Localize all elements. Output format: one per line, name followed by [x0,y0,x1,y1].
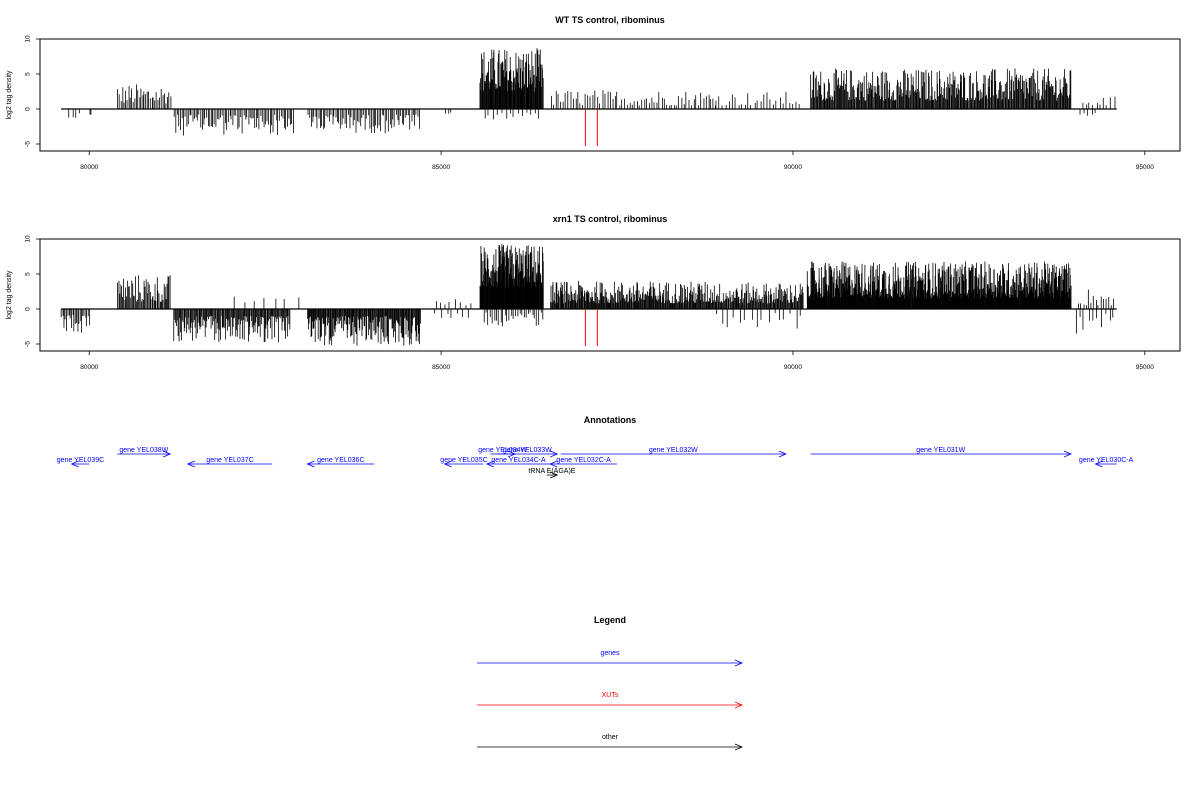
gene-feature: gene YEL030C-A [1079,457,1134,468]
gene-label: gene YEL032C-A [556,457,611,464]
xrn1-y-tick-label: -5 [25,341,32,347]
wt-x-axis: 80000 85000 90000 95000 [80,151,1154,171]
gene-feature: gene YEL036C [306,457,375,468]
legend-item-label: XUTs [602,692,619,699]
gene-arrowhead [443,460,452,468]
wt-x-tick-label: 90000 [784,164,802,171]
gene-label: gene YEL034C-A [491,457,546,464]
wt-x-tick-label: 95000 [1136,164,1154,171]
annotation-features: gene YEL039C gene YEL038W gene YEL037C gene… [57,447,1134,479]
wt-plot-frame [39,38,1181,152]
gene-arrowhead [70,460,79,468]
xrn1-signal-bars [60,244,1117,347]
gene-arrowhead [550,450,559,458]
gene-feature: gene YEL032W [560,447,787,458]
gene-feature: gene YEL038W [117,447,172,458]
gene-arrowhead [306,460,315,468]
gene-feature: gene YEL037C [186,457,273,468]
wt-y-axis-label: log2 tag density [6,70,13,120]
xrn1-y-tick-label: 10 [25,235,32,243]
gene-feature: gene YEL032C-A [549,457,618,468]
xrn1-y-axis: -5 0 5 10 [25,235,40,347]
gene-arrowhead [1094,460,1103,468]
legend-item: genes [477,650,744,667]
legend-item-label: other [602,734,619,741]
gene-label: gene YEL037C [206,457,253,464]
xrn1-y-tick-label: 5 [25,272,32,276]
other-arrowhead [550,471,559,479]
wt-panel-title: WT TS control, ribominus [555,15,665,25]
gene-feature: gene YEL035C [440,457,488,468]
wt-y-tick-label: -5 [25,141,32,147]
xrn1-x-tick-label: 95000 [1136,364,1154,371]
legend-item-label: genes [600,650,620,657]
gene-label: gene YEL036C [317,457,364,464]
xrn1-x-tick-label: 90000 [784,364,802,371]
xrn1-y-tick-label: 0 [25,307,32,311]
other-label: tRNA E(AGA)E [528,468,575,475]
gene-arrowhead [163,450,172,458]
gene-label: gene YEL032W [649,447,698,454]
xrn1-y-axis-label: log2 tag density [6,270,13,320]
legend: Legend genes XUTs other [477,615,744,751]
wt-y-tick-label: 5 [25,72,32,76]
wt-signal-bars [61,48,1117,147]
wt-y-tick-label: 0 [25,107,32,111]
wt-x-tick-label: 85000 [432,164,450,171]
wt-y-axis: -5 0 5 10 [25,35,40,147]
gene-label: gene YEL034W [478,447,527,454]
wt-x-tick-label: 80000 [80,164,98,171]
gene-label: gene YEL035C [440,457,487,464]
gene-feature: gene YEL034C-A [485,457,551,468]
legend-item-arrowhead [734,659,744,667]
gene-arrowhead [485,460,495,468]
other-feature: tRNA E(AGA)E [528,468,576,479]
gene-label: gene YEL039C [57,457,104,464]
xrn1-x-tick-label: 80000 [80,364,98,371]
wt-y-tick-label: 10 [25,35,32,43]
gene-arrowhead [186,460,195,468]
wt-panel: WT TS control, ribominus log2 tag densit… [6,15,1181,171]
legend-item-arrowhead [734,701,744,709]
xrn1-x-axis: 80000 85000 90000 95000 [80,351,1154,371]
gene-feature: gene YEL039C [57,457,104,468]
annotations-title: Annotations [584,415,637,425]
legend-items: genes XUTs other [477,650,744,751]
xrn1-panel: xrn1 TS control, ribominus log2 tag dens… [6,214,1181,371]
legend-title: Legend [594,615,626,625]
legend-item: XUTs [477,692,744,709]
gene-label: gene YEL038W [119,447,168,454]
gene-arrowhead [1063,450,1072,458]
gene-label: gene YEL033W [503,447,552,454]
gene-arrowhead [778,450,787,458]
xrn1-x-tick-label: 85000 [432,364,450,371]
gene-feature: gene YEL033W [497,447,559,458]
gene-label: gene YEL030C-A [1079,457,1134,464]
gene-arrowhead [549,460,558,468]
gene-label: gene YEL031W [916,447,965,454]
legend-item: other [477,734,744,751]
xrn1-panel-title: xrn1 TS control, ribominus [553,214,668,224]
xrn1-plot-frame [39,238,1181,352]
legend-item-arrowhead [734,743,744,751]
gene-feature: gene YEL031W [810,447,1072,458]
